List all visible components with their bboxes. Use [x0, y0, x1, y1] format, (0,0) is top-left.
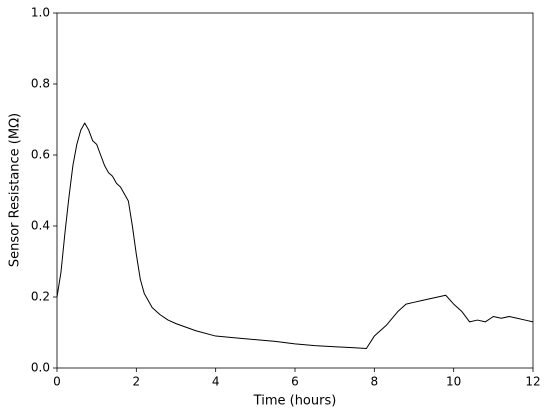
x-tick-label: 8 — [371, 375, 379, 389]
y-axis-label: Sensor Resistance (MΩ) — [8, 113, 23, 267]
x-tick-label: 4 — [212, 375, 220, 389]
data-line — [56, 122, 534, 349]
y-tick-label: 0.6 — [31, 148, 50, 162]
y-tick-label: 0.4 — [31, 219, 50, 233]
plot-frame — [56, 12, 534, 369]
x-tick-label: 10 — [446, 375, 461, 389]
x-tick-label: 2 — [133, 375, 141, 389]
y-tick-label: 0.2 — [31, 290, 50, 304]
x-tick-label: 6 — [291, 375, 299, 389]
x-tick-label: 0 — [53, 375, 61, 389]
y-tick-label: 0.8 — [31, 77, 50, 91]
y-tick-label: 1.0 — [31, 6, 50, 20]
x-tick-label: 12 — [525, 375, 540, 389]
y-tick-label: 0.0 — [31, 361, 50, 375]
x-axis-label: Time (hours) — [253, 394, 337, 409]
